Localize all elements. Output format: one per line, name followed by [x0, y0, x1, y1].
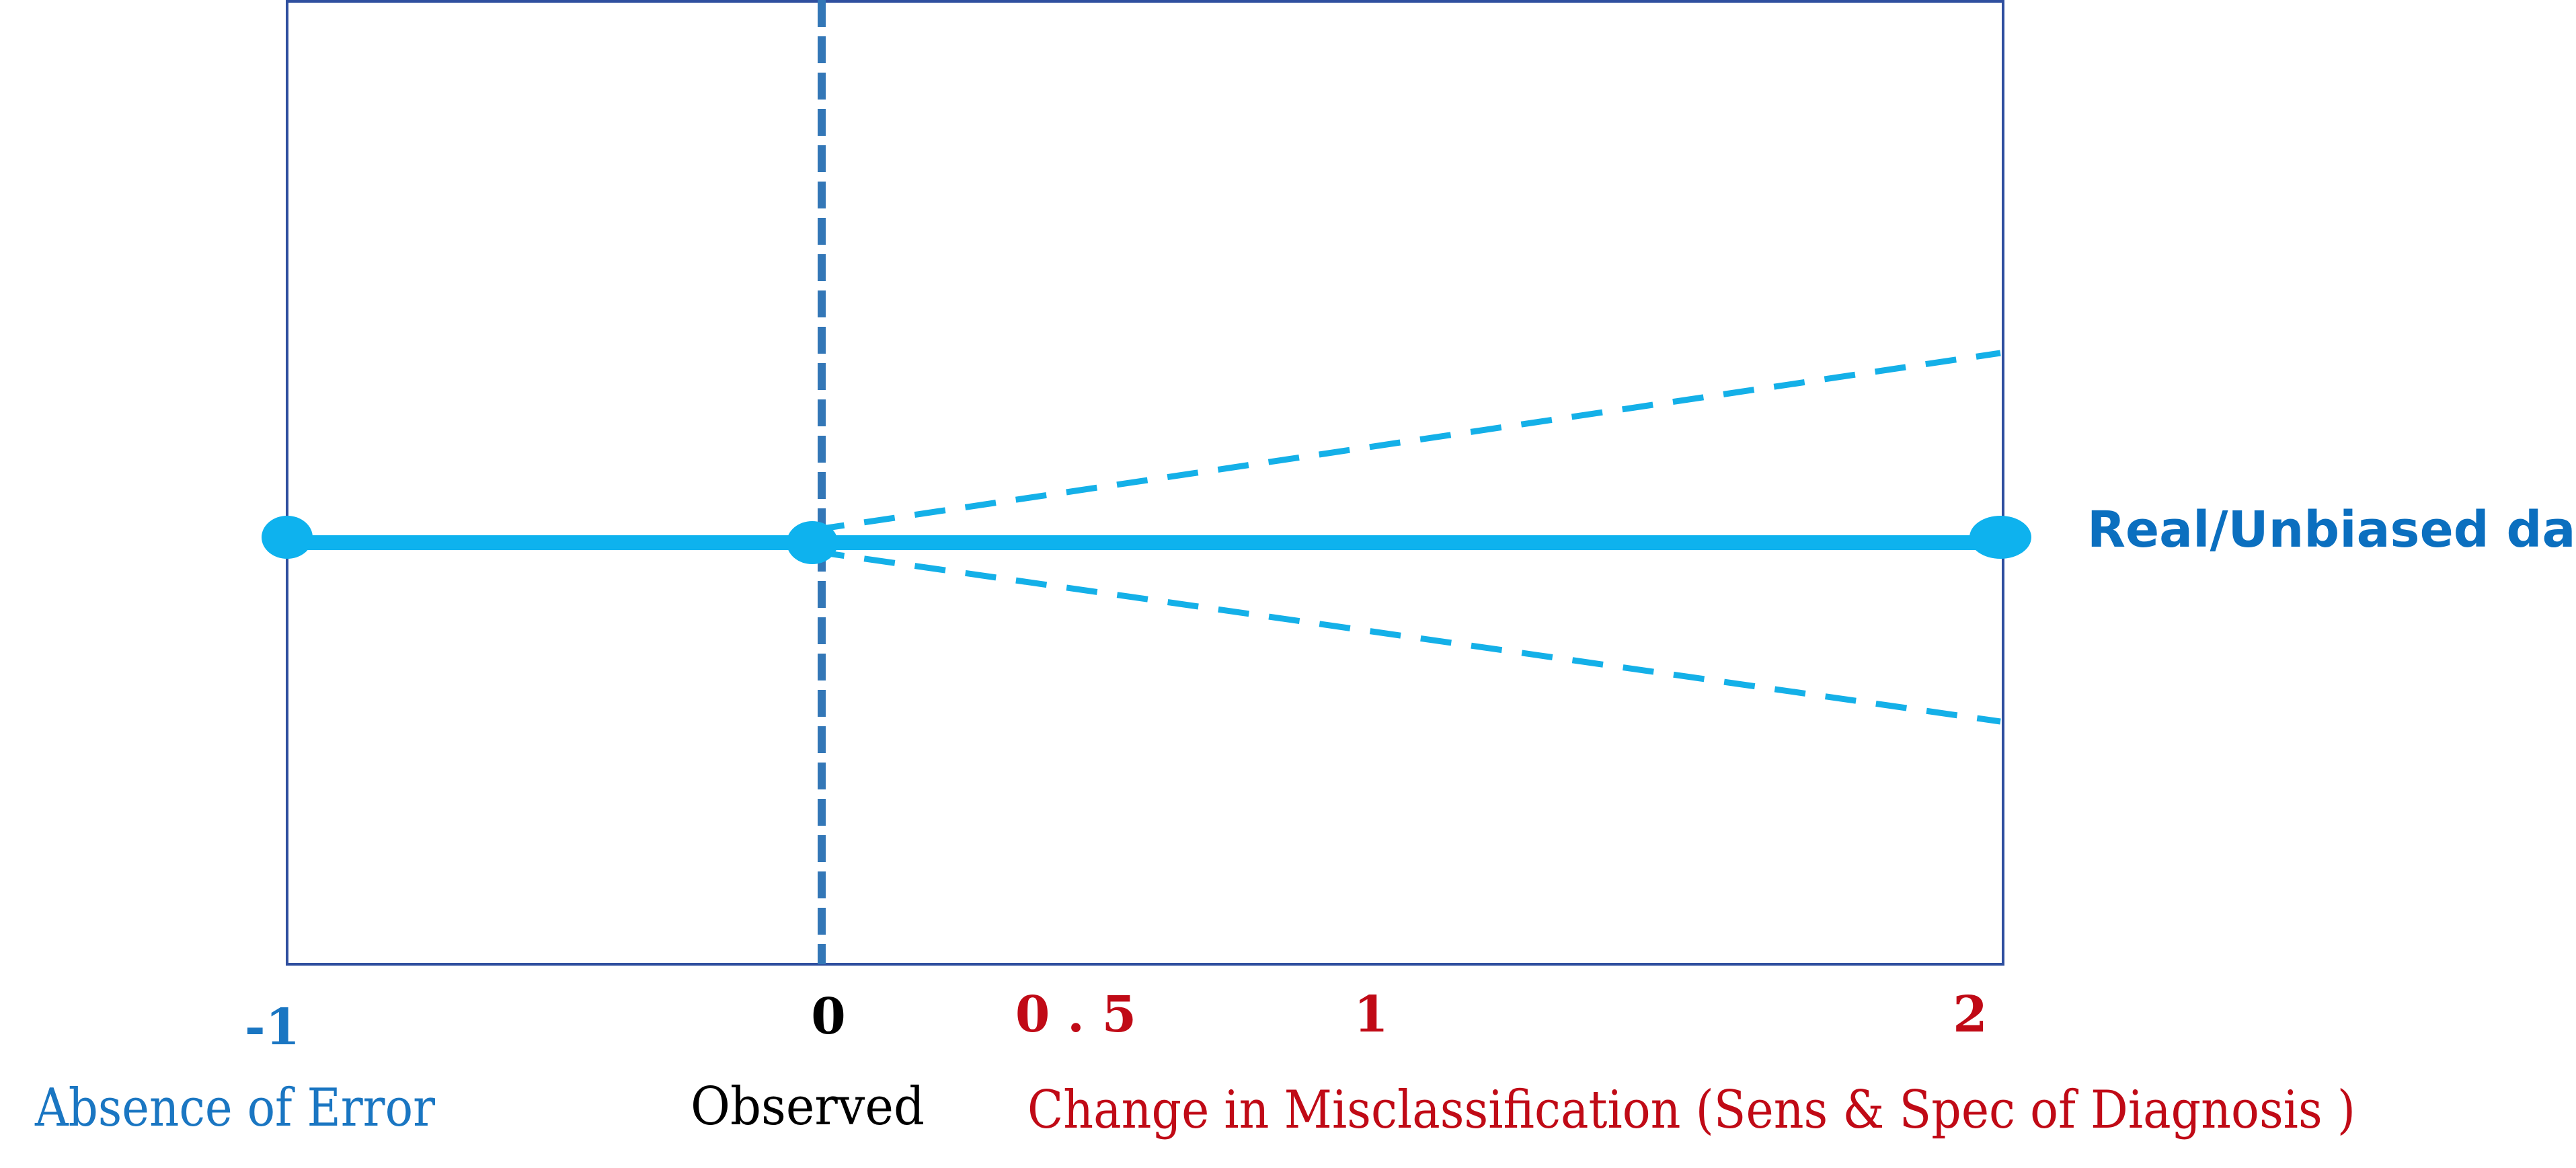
tick-half: 0 . 5 [1015, 986, 1136, 1044]
lower-dashed-branch [813, 548, 2001, 725]
left-endpoint-marker [262, 516, 313, 559]
tick-one: 1 [1354, 986, 1389, 1044]
tick-minus-one: -1 [245, 999, 300, 1056]
series-label: Real/Unbiased data [2087, 501, 2576, 559]
plot-frame [286, 0, 2004, 966]
right-endpoint-marker [1969, 516, 2031, 559]
upper-dashed-branch [813, 350, 2001, 533]
caption-observed: Observed [691, 1077, 925, 1137]
tick-zero: 0 [811, 988, 846, 1046]
tick-two: 2 [1953, 986, 1988, 1044]
caption-absence-of-error: Absence of Error [34, 1078, 436, 1138]
caption-change-in-misclassification: Change in Misclassification (Sens & Spec… [1027, 1080, 2355, 1140]
observed-point-marker [787, 521, 838, 564]
